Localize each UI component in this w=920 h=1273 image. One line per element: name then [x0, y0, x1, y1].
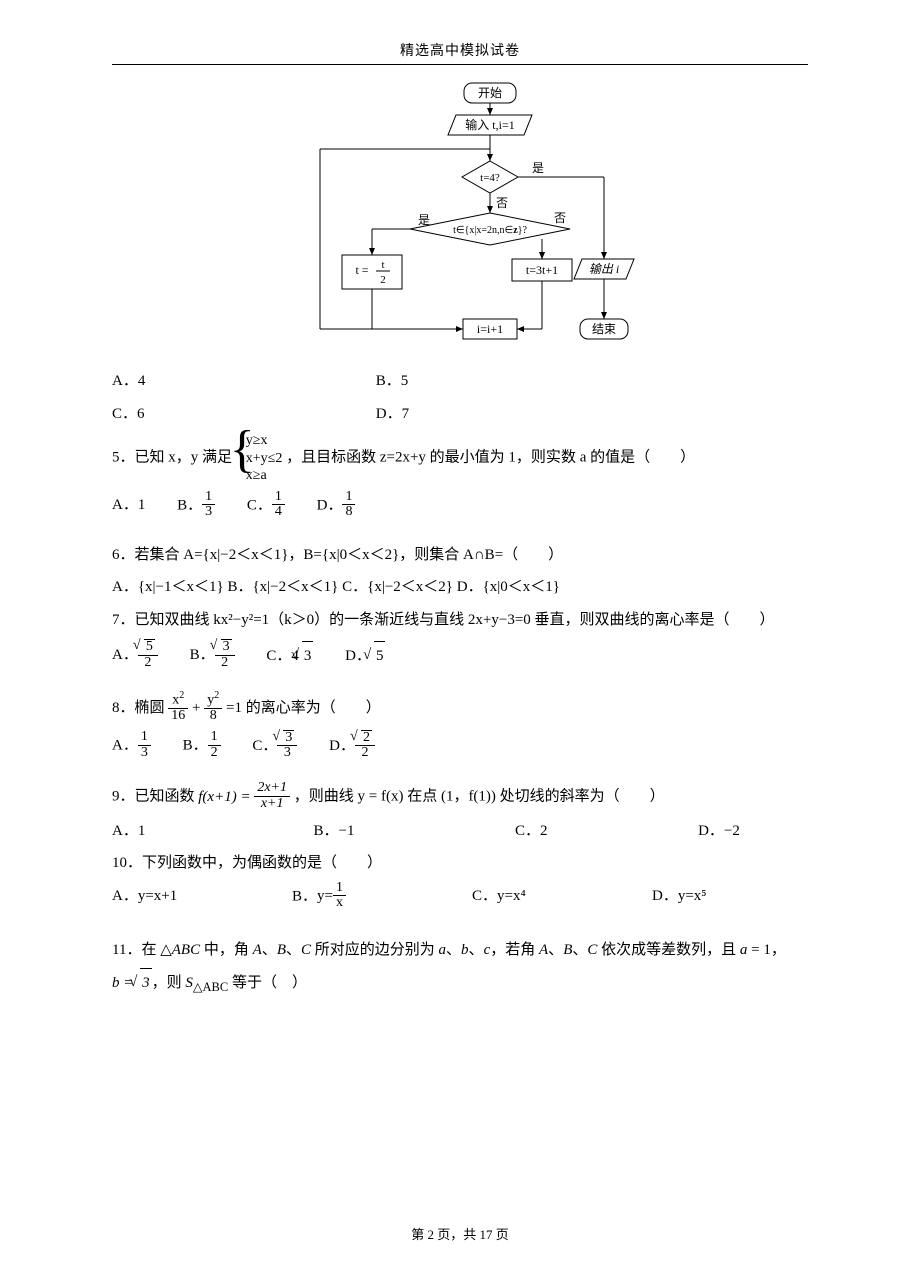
q9-stem1: ．已知函数	[120, 789, 199, 805]
q4-options-row2: C．6 D．7	[112, 400, 808, 429]
q10-options: A．y=x+1 B．y=1x C．y=x⁴ D．y=x⁵	[112, 882, 808, 912]
q5-stem: 5．已知 x，y 满足 y≥x x+y≤2 x≥a ，且目标函数 z=2x+y …	[112, 432, 808, 485]
q5-opt-b: 13	[202, 490, 215, 520]
q5-sys-1: x+y≤2	[246, 450, 283, 468]
q7-options: A．52 B．32 C．43 D．5	[112, 640, 808, 671]
flow-end-label: 结束	[592, 322, 616, 336]
q8-stem-prefix: ．椭圆	[120, 700, 169, 716]
q5-sys-0: y≥x	[246, 432, 283, 450]
q8-stem: 8．椭圆 x216 + y28 =1 的离心率为（ ）	[112, 692, 808, 725]
q4-opt-d: 7	[402, 406, 410, 422]
q9-stem: 9．已知函数 f(x+1) = 2x+1x+1 ，则曲线 y = f(x) 在点…	[112, 782, 808, 812]
q11-stem-line2: b = 3，则 S△ABC 等于（ ）	[112, 968, 808, 1000]
q5-stem-part0: ．已知 x，y 满足	[120, 450, 233, 466]
flow-even-no: 否	[554, 211, 566, 225]
q8-ellipse-y: y28	[204, 691, 222, 724]
flow-input-label: 输入 t,i=1	[465, 117, 514, 132]
q9-opt-b: −1	[338, 823, 354, 839]
q9-func-lhs: f(x+1) =	[198, 789, 254, 805]
q8-options: A．13 B．12 C．33 D．22	[112, 731, 808, 762]
flow-thalf-den: 2	[380, 274, 386, 286]
flow-cond-t4-label: t=4?	[480, 172, 500, 184]
q4-opt-b: 5	[401, 373, 409, 389]
q7-number: 7	[112, 612, 120, 628]
q10-stem: 10．下列函数中，为偶函数的是（ ）	[112, 849, 808, 878]
q9-stem2: ，则曲线 y = f(x) 在点 (1，f(1)) 处切线的斜率为（ ）	[294, 789, 665, 805]
q5-opt-d: 18	[342, 490, 355, 520]
q5-number: 5	[112, 450, 120, 466]
q8-opt-c: 33	[277, 730, 297, 761]
page-header: 精选高中模拟试卷	[112, 40, 808, 60]
q6-number: 6	[112, 547, 120, 563]
q4-opt-c: 6	[137, 406, 145, 422]
q7-opt-b: 32	[215, 639, 235, 670]
q9-func: f(x+1) = 2x+1x+1	[198, 789, 293, 805]
q10-stem-text: ．下列函数中，为偶函数的是（ ）	[127, 855, 382, 871]
q10-opt-b: y=1x	[317, 888, 346, 904]
q5-stem-part1: ，且目标函数 z=2x+y 的最小值为 1，则实数 a 的值是（ ）	[286, 450, 695, 466]
q11-stem-line1: 11．在 △ABC 中，角 A、B、C 所对应的边分别为 a、b、c，若角 A、…	[112, 936, 808, 965]
q7-opt-a: 52	[138, 639, 158, 670]
flow-iinc-label: i=i+1	[477, 322, 503, 336]
q10-opt-a: y=x+1	[138, 888, 177, 904]
q6-stem-text: ．若集合 A={x|−2＜x＜1}，B={x|0＜x＜2}，则集合 A∩B=（ …	[120, 547, 564, 563]
flowchart-svg: 开始 输入 t,i=1 t=4? 是 否 t∈{x|x=2n,n∈z}?	[280, 79, 640, 359]
flow-start-label: 开始	[478, 86, 502, 100]
q9-opt-a: 1	[138, 823, 146, 839]
flowchart-figure: 开始 输入 t,i=1 t=4? 是 否 t∈{x|x=2n,n∈z}?	[112, 79, 808, 359]
q7-stem: 7．已知双曲线 kx²−y²=1（k＞0）的一条渐近线与直线 2x+y−3=0 …	[112, 606, 808, 635]
q7-opt-d: 5	[371, 641, 386, 671]
q5-opt-a: 1	[138, 497, 146, 513]
q4-opt-a: 4	[138, 373, 146, 389]
q6-opt-b: {x|−2＜x＜1}	[252, 579, 338, 595]
q11-text1: ．在 △ABC 中，角 A、B、C 所对应的边分别为 a、b、c，若角 A、B、…	[126, 942, 785, 958]
q6-opt-a: {x|−1＜x＜1}	[138, 579, 224, 595]
q8-stem-suffix: 的离心率为（ ）	[246, 700, 381, 716]
q8-opt-b: 12	[208, 730, 221, 760]
q7-opt-c: 43	[291, 648, 313, 664]
flow-t4-yes: 是	[532, 161, 544, 175]
flow-t4-no: 否	[496, 196, 508, 210]
q6-stem: 6．若集合 A={x|−2＜x＜1}，B={x|0＜x＜2}，则集合 A∩B=（…	[112, 541, 808, 570]
page-footer: 第 2 页，共 17 页	[56, 1224, 864, 1243]
q9-opt-d: −2	[724, 823, 740, 839]
flow-even-yes: 是	[418, 213, 430, 227]
q10-opt-d: y=x⁵	[678, 888, 707, 904]
flow-t3t1-label: t=3t+1	[526, 263, 558, 277]
q10-opt-c: y=x⁴	[497, 888, 526, 904]
q9-number: 9	[112, 789, 120, 805]
q5-system: y≥x x+y≤2 x≥a	[236, 432, 283, 485]
q5-opt-c: 14	[272, 490, 285, 520]
q8-number: 8	[112, 700, 120, 716]
q6-opt-c: {x|−2＜x＜2}	[367, 579, 453, 595]
q8-ellipse-eq: =1	[226, 700, 242, 716]
q8-opt-a: 13	[138, 730, 151, 760]
q11-b-sqrt: 3	[140, 968, 152, 998]
q5-sys-2: x≥a	[246, 467, 283, 485]
q10-number: 10	[112, 855, 127, 871]
q9-opt-c: 2	[540, 823, 548, 839]
q5-options: A．1 B．13 C．14 D．18	[112, 491, 808, 521]
flow-cond-even-label: t∈{x|x=2n,n∈z}?	[453, 225, 527, 236]
flow-thalf-num: t	[381, 259, 384, 271]
q11-number: 11	[112, 942, 126, 958]
q7-stem-text: ．已知双曲线 kx²−y²=1（k＞0）的一条渐近线与直线 2x+y−3=0 垂…	[120, 612, 775, 628]
q6-opt-d: {x|0＜x＜1}	[483, 579, 560, 595]
flow-thalf-label: t =	[355, 263, 368, 277]
q11-text2: ，则 S△ABC 等于（ ）	[152, 975, 307, 991]
q4-options-row1: A．4 B．5	[112, 367, 808, 396]
q8-opt-d: 22	[355, 730, 375, 761]
q9-options: A．1 B．−1 C．2 D．−2	[112, 817, 808, 846]
header-rule	[112, 64, 808, 65]
flow-output-label: 输出 i	[589, 262, 619, 276]
q8-ellipse-x: x216	[168, 691, 188, 724]
q6-options: A．{x|−1＜x＜1} B．{x|−2＜x＜1} C．{x|−2＜x＜2} D…	[112, 573, 808, 602]
